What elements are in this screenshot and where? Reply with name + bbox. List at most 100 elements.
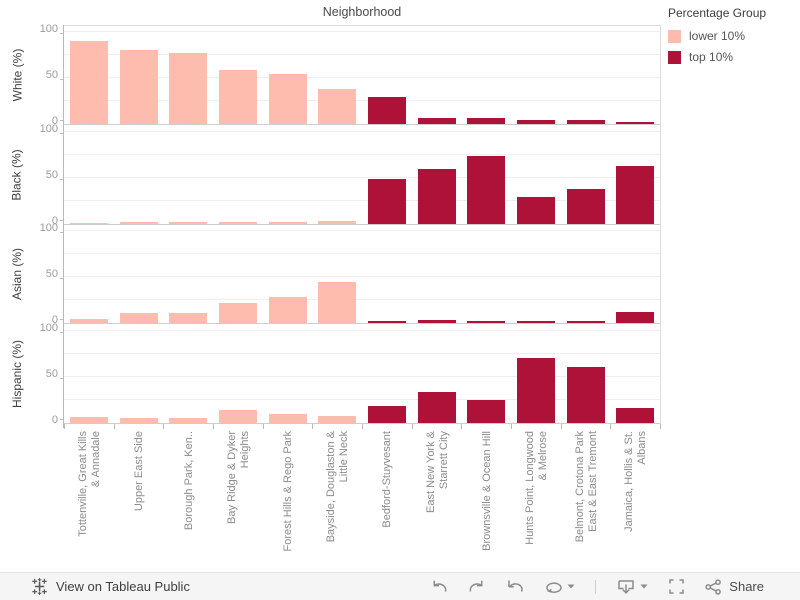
bar[interactable] [367, 320, 406, 324]
row-axis-title-text: White (%) [10, 48, 25, 102]
y-tick-label: 50 [45, 368, 58, 380]
share-icon [705, 578, 722, 595]
y-tick-mark [60, 119, 64, 121]
view-on-tableau-public-label: View on Tableau Public [56, 579, 190, 594]
y-tick-mark [60, 178, 64, 180]
x-tick-mark [362, 424, 363, 429]
bar[interactable] [268, 413, 307, 423]
bar[interactable] [268, 74, 307, 124]
x-tick-mark [113, 424, 115, 429]
bar[interactable] [318, 415, 357, 423]
bar[interactable] [417, 118, 456, 124]
bar[interactable] [318, 281, 357, 324]
y-tick-label: 50 [45, 268, 58, 281]
y-tick-label: 0 [51, 114, 58, 127]
bar[interactable] [516, 321, 555, 324]
legend-item-top10[interactable]: top 10% [668, 50, 798, 64]
y-tick-mark [60, 419, 64, 420]
gridline [64, 199, 660, 201]
x-tick-mark [312, 424, 314, 429]
bar[interactable] [119, 221, 158, 224]
fullscreen-icon [669, 579, 685, 594]
bar[interactable] [616, 121, 655, 124]
bar[interactable] [616, 408, 655, 423]
bar[interactable] [69, 40, 108, 124]
bar[interactable] [417, 169, 456, 224]
bar[interactable] [367, 406, 406, 423]
view-on-tableau-public-link[interactable]: View on Tableau Public [31, 578, 190, 595]
y-axis-line [63, 25, 64, 428]
bar[interactable] [417, 391, 456, 423]
bar[interactable] [119, 50, 158, 124]
bar[interactable] [467, 321, 506, 324]
bar[interactable] [268, 296, 307, 324]
legend-label: lower 10% [689, 29, 746, 43]
bar[interactable] [318, 88, 357, 124]
bar[interactable] [367, 97, 406, 124]
bar[interactable] [218, 410, 257, 423]
legend-swatch-top10-icon [668, 50, 681, 64]
y-tick-label: 0 [51, 314, 58, 327]
bar[interactable] [69, 318, 108, 324]
category-label-text: Forest Hills & Rego Park [282, 431, 294, 552]
download-button[interactable] [606, 575, 658, 599]
bar[interactable] [169, 418, 208, 423]
row-axis-title: White (%) [2, 25, 32, 125]
fullscreen-button[interactable] [658, 575, 695, 599]
category-label-text: Borough Park, Ken.. [182, 431, 195, 531]
bar[interactable] [516, 196, 555, 224]
bar[interactable] [69, 222, 108, 224]
row-axis-title: Hispanic (%) [2, 324, 32, 424]
bar[interactable] [119, 418, 158, 423]
undo-button[interactable] [420, 575, 458, 599]
legend-item-lower10[interactable]: lower 10% [668, 29, 798, 43]
bar[interactable] [467, 400, 506, 423]
reset-button[interactable] [496, 575, 534, 599]
bar[interactable] [169, 313, 208, 324]
redo-button[interactable] [458, 575, 496, 599]
bar[interactable] [218, 70, 257, 124]
gridline [64, 153, 660, 155]
panel-white [64, 25, 660, 125]
bar[interactable] [467, 156, 506, 224]
category-label-text: Hunts Point, Longwood & Melrose [523, 431, 549, 545]
bar[interactable] [616, 312, 655, 324]
reset-icon [508, 580, 524, 592]
bar[interactable] [566, 189, 605, 224]
category-label[interactable]: Jamaica, Hollis & St. Albans [623, 431, 763, 532]
y-tick-label: 50 [45, 68, 58, 81]
bar[interactable] [169, 221, 208, 224]
bar[interactable] [318, 220, 357, 224]
category-label-text: Upper East Side [133, 431, 145, 512]
bar[interactable] [616, 165, 655, 224]
share-button[interactable]: Share [695, 575, 774, 599]
bar[interactable] [367, 179, 406, 224]
bar[interactable] [69, 416, 108, 423]
bar[interactable] [218, 221, 257, 224]
bar[interactable] [169, 52, 208, 124]
gridline [64, 299, 660, 301]
bar[interactable] [516, 120, 555, 124]
gridline [64, 253, 660, 255]
bar[interactable] [566, 120, 605, 124]
legend-swatch-lower10-icon [668, 29, 681, 43]
bar[interactable] [566, 321, 605, 324]
y-tick-mark [60, 278, 64, 280]
bar[interactable] [119, 313, 158, 324]
bar[interactable] [467, 118, 506, 124]
refresh-button[interactable] [534, 575, 585, 599]
bar[interactable] [417, 319, 456, 324]
download-dropdown-caret-icon [640, 584, 648, 589]
bar[interactable] [516, 357, 555, 423]
undo-icon [433, 580, 447, 592]
refresh-dropdown-caret-icon [567, 584, 575, 589]
bar[interactable] [268, 221, 307, 224]
x-tick-mark [64, 424, 65, 429]
y-tick-mark [60, 319, 64, 321]
y-tick-label: 0 [51, 214, 58, 227]
bar[interactable] [218, 303, 257, 324]
legend-title: Percentage Group [668, 6, 767, 20]
y-tick-label: 100 [39, 222, 58, 235]
bar[interactable] [566, 366, 605, 423]
x-tick-mark [213, 424, 214, 429]
